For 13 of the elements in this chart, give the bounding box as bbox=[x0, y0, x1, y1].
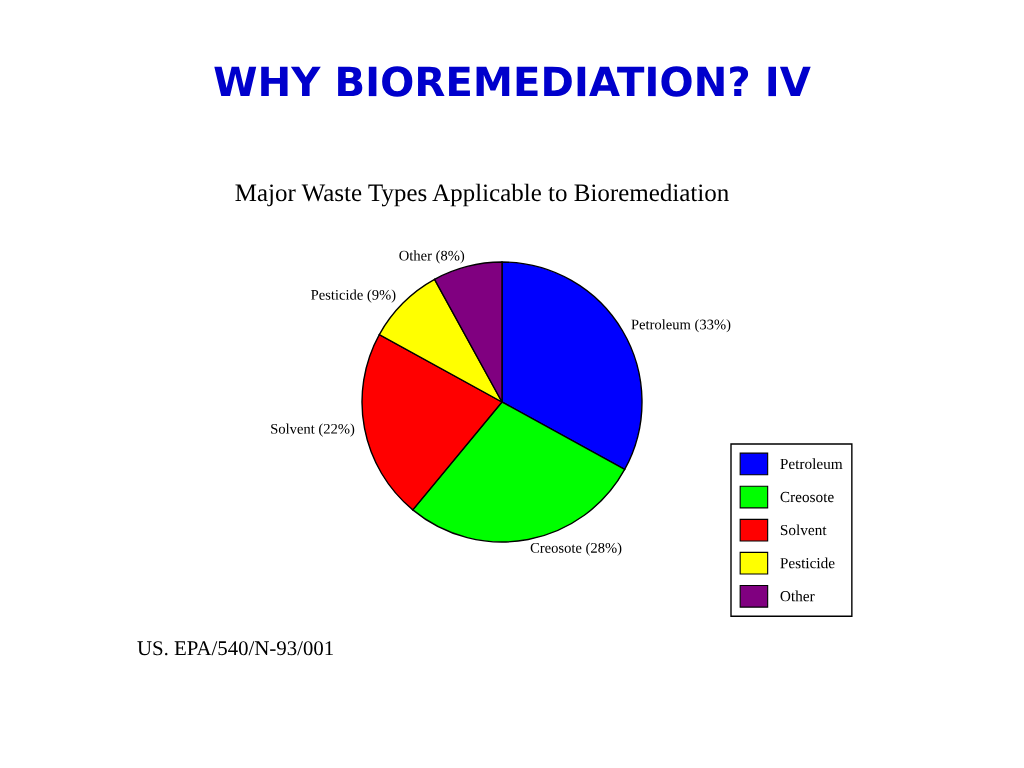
data-label: Pesticide (9%) bbox=[311, 289, 396, 303]
legend-label: Pesticide bbox=[780, 557, 835, 569]
legend-label: Other bbox=[780, 590, 815, 602]
data-label: Petroleum (33%) bbox=[631, 319, 731, 333]
text: US. EPA/540/N-93/001 bbox=[137, 641, 333, 656]
legend-label: Solvent bbox=[780, 524, 827, 536]
data-label: Other (8%) bbox=[399, 250, 465, 264]
chart-title: WHY BIOREMEDIATION? IV bbox=[214, 66, 811, 97]
chart-subtitle: Major Waste Types Applicable to Bioremediation bbox=[235, 183, 729, 207]
data-label: Solvent (22%) bbox=[271, 423, 355, 437]
legend-label: Petroleum bbox=[780, 458, 843, 470]
legend-label: Creosote bbox=[780, 491, 834, 503]
data-label: Creosote (28%) bbox=[530, 542, 622, 556]
